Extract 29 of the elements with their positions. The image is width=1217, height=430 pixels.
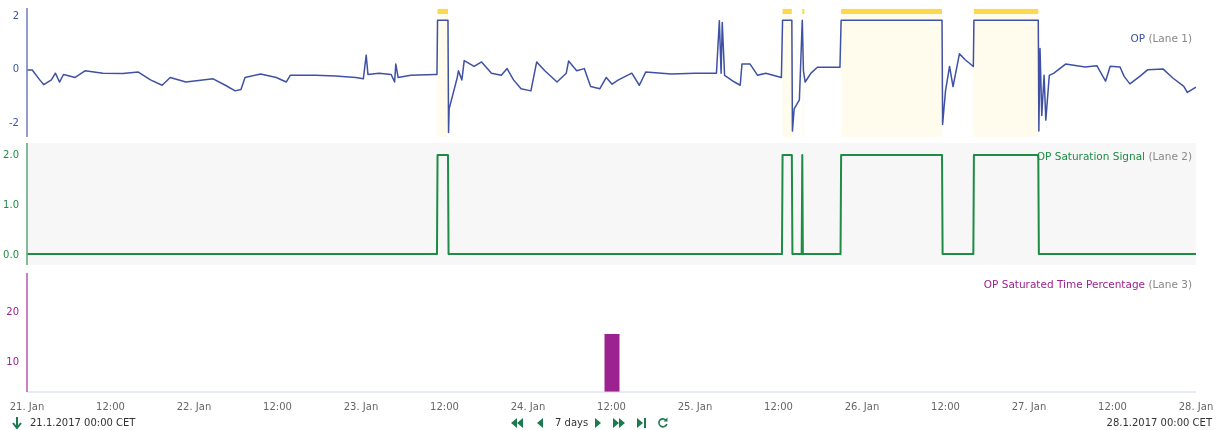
y-tick-label: 2.0 [3, 149, 19, 161]
x-tick-label: 12:00 [263, 401, 292, 412]
y-tick-label: 0 [12, 63, 19, 75]
x-tick-label: 12:00 [764, 401, 793, 412]
text: OP (Lane 1) [1130, 32, 1192, 44]
x-tick-label: 12:00 [1098, 401, 1127, 412]
y-tick-label: -2 [9, 116, 19, 128]
x-tick-label: 12:00 [430, 401, 459, 412]
text: OP Saturated Time Percentage (Lane 3) [983, 278, 1192, 290]
line-series [27, 19, 1196, 134]
y-tick-label: 20 [6, 305, 19, 317]
x-tick-label: 12:00 [931, 401, 960, 412]
x-tick-label: 27. Jan [1011, 401, 1047, 412]
text: 28.1.2017 00:00 CET [1106, 417, 1212, 428]
text: 7 days [555, 417, 589, 428]
x-tick-label: 26. Jan [844, 401, 880, 412]
x-tick-label: 12:00 [96, 401, 125, 412]
x-tick-label: 23. Jan [343, 401, 379, 412]
x-tick-label: 25. Jan [677, 401, 713, 412]
y-tick-label: 1.0 [3, 199, 19, 211]
x-tick-label: 21. Jan [9, 401, 45, 412]
x-tick-label: 28. Jan [1178, 401, 1214, 412]
x-tick-label: 22. Jan [176, 401, 212, 412]
y-tick-label: 10 [6, 355, 19, 367]
text: 21.1.2017 00:00 CET [30, 417, 136, 428]
x-tick-label: 24. Jan [510, 401, 546, 412]
y-tick-label: 0.0 [3, 248, 19, 260]
y-tick-label: 2 [12, 9, 19, 21]
x-tick-label: 12:00 [597, 401, 626, 412]
